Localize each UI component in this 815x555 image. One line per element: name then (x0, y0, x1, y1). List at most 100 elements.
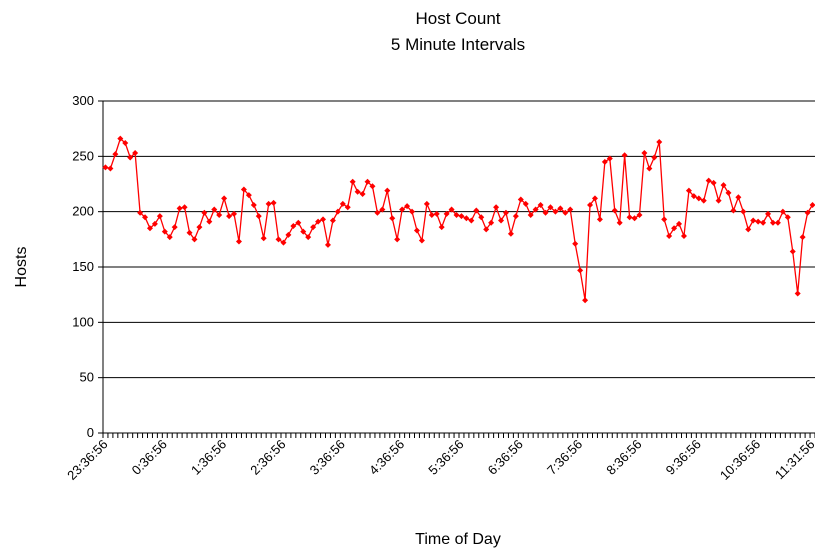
marker (547, 204, 554, 211)
y-tick-label: 150 (72, 259, 94, 274)
marker (151, 220, 158, 227)
marker (250, 202, 257, 209)
marker (384, 187, 391, 194)
marker (478, 214, 485, 221)
marker (374, 209, 381, 216)
marker (740, 208, 747, 215)
marker (745, 226, 752, 233)
marker (710, 179, 717, 186)
marker (601, 158, 608, 165)
marker (176, 205, 183, 212)
series-line (105, 137, 814, 301)
marker (512, 213, 519, 220)
y-tick-label: 200 (72, 204, 94, 219)
marker (473, 207, 480, 214)
marker (765, 210, 772, 217)
marker (146, 225, 153, 232)
marker (191, 236, 198, 243)
marker (290, 223, 297, 230)
y-tick-label: 250 (72, 148, 94, 163)
x-tick-label: 0:36:56 (129, 437, 170, 478)
marker (621, 152, 628, 159)
marker (537, 202, 544, 209)
marker (379, 206, 386, 213)
marker (413, 227, 420, 234)
chart-title: Host Count (415, 9, 500, 28)
marker (522, 200, 529, 207)
marker (221, 195, 228, 202)
marker (265, 200, 272, 207)
x-tick-label: 4:36:56 (366, 437, 407, 478)
x-tick-label: 6:36:56 (485, 437, 526, 478)
marker (206, 218, 213, 225)
x-axis-label: Time of Day (415, 531, 501, 548)
marker (181, 204, 188, 211)
marker (646, 165, 653, 172)
x-tick-label: 5:36:56 (425, 437, 466, 478)
marker (389, 215, 396, 222)
marker (527, 211, 534, 218)
marker (142, 214, 149, 221)
marker (498, 217, 505, 224)
marker (582, 297, 589, 304)
marker (448, 206, 455, 213)
marker (631, 215, 638, 222)
marker (112, 151, 119, 158)
marker (275, 236, 282, 243)
marker (295, 219, 302, 226)
marker (562, 209, 569, 216)
marker (285, 231, 292, 238)
x-tick-label: 9:36:56 (663, 437, 704, 478)
x-tick-label: 11:31:56 (772, 437, 815, 483)
marker (572, 240, 579, 247)
marker (700, 197, 707, 204)
y-tick-label: 0 (87, 425, 94, 440)
marker (784, 214, 791, 221)
marker (438, 224, 445, 231)
marker (240, 186, 247, 193)
marker (156, 213, 163, 220)
x-tick-label: 7:36:56 (544, 437, 585, 478)
marker (235, 238, 242, 245)
marker (171, 224, 178, 231)
marker (507, 230, 514, 237)
marker (671, 225, 678, 232)
marker (280, 239, 287, 246)
marker (641, 150, 648, 157)
marker (418, 237, 425, 244)
marker (596, 216, 603, 223)
marker (231, 210, 238, 217)
marker (428, 211, 435, 218)
marker (255, 213, 262, 220)
marker (354, 188, 361, 195)
marker (789, 248, 796, 255)
marker (270, 199, 277, 206)
marker (443, 210, 450, 217)
marker (587, 202, 594, 209)
x-tick-label: 8:36:56 (603, 437, 644, 478)
marker (695, 195, 702, 202)
marker (404, 203, 411, 210)
marker (577, 267, 584, 274)
marker (755, 218, 762, 225)
marker (211, 206, 218, 213)
marker (329, 217, 336, 224)
marker (552, 208, 559, 215)
marker (201, 209, 208, 216)
marker (542, 209, 549, 216)
marker (690, 193, 697, 200)
marker (676, 220, 683, 227)
marker (344, 204, 351, 211)
marker (364, 178, 371, 185)
marker (532, 206, 539, 213)
x-tick-label: 2:36:56 (247, 437, 288, 478)
marker (137, 209, 144, 216)
marker (320, 216, 327, 223)
marker (809, 202, 815, 209)
marker (769, 219, 776, 226)
marker (483, 226, 490, 233)
marker (196, 224, 203, 231)
marker (186, 229, 193, 236)
marker (488, 219, 495, 226)
